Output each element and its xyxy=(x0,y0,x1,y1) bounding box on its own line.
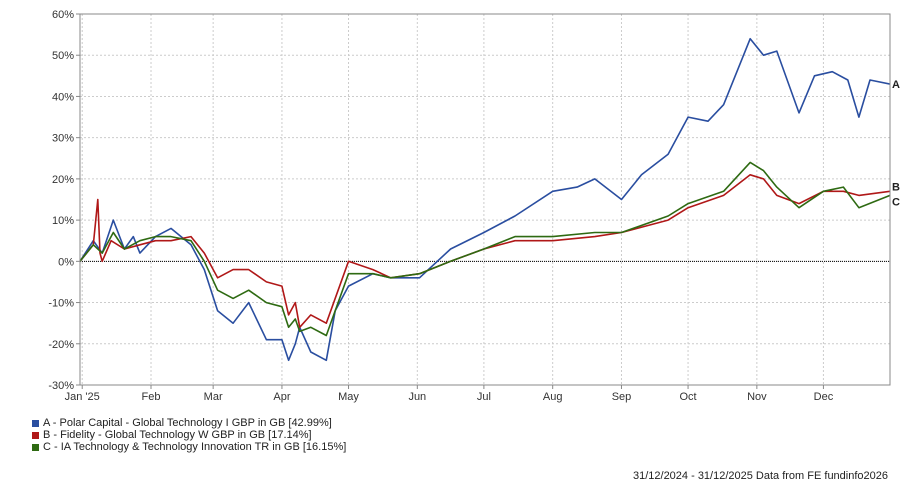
x-tick-label: May xyxy=(338,391,359,403)
y-tick-label: -30% xyxy=(48,380,74,392)
x-tick-label: Aug xyxy=(543,391,563,403)
legend-swatch-a xyxy=(32,419,39,427)
line-chart: -30% -20% -10% 0% 10% 20% 30% 40% 50% 60% Jan '25… xyxy=(48,9,900,403)
legend-item-a: A - Polar Capital - Global Technology I … xyxy=(32,417,346,429)
x-tick-label: Nov xyxy=(747,391,767,403)
legend-label-b: B - Fidelity - Global Technology W GBP i… xyxy=(43,429,312,441)
x-tick-label: Oct xyxy=(679,391,696,403)
x-tick-label: Jun xyxy=(408,391,426,403)
x-tick-label: Jul xyxy=(477,391,491,403)
legend-item-c: C - IA Technology & Technology Innovatio… xyxy=(32,441,346,453)
x-axis-ticks: Jan '25 Feb Mar Apr May Jun Jul Aug Sep Oct Nov Dec xyxy=(65,385,834,403)
x-tick-label: Mar xyxy=(204,391,223,403)
y-tick-label: 50% xyxy=(52,50,74,62)
series-end-labels: A BC xyxy=(892,79,900,208)
y-tick-label: 0% xyxy=(58,256,74,268)
x-tick-label: Feb xyxy=(142,391,161,403)
legend-swatch-b xyxy=(32,431,39,439)
y-tick-label: 40% xyxy=(52,91,74,103)
plot-frame xyxy=(79,13,891,386)
y-tick-label: -10% xyxy=(48,298,74,310)
y-tick-label: -20% xyxy=(48,339,74,351)
series-end-label-a: A xyxy=(892,79,900,91)
series-end-label-c: C xyxy=(892,196,900,208)
y-tick-label: 20% xyxy=(52,174,74,186)
legend-label-a: A - Polar Capital - Global Technology I … xyxy=(43,417,332,429)
legend-swatch-c xyxy=(32,443,39,451)
legend: A - Polar Capital - Global Technology I … xyxy=(32,417,346,453)
x-tick-label: Apr xyxy=(273,391,290,403)
x-tick-label: Dec xyxy=(814,391,834,403)
x-tick-label: Sep xyxy=(612,391,632,403)
series-line-a xyxy=(79,37,891,362)
data-source-footer: 31/12/2024 - 31/12/2025 Data from FE fun… xyxy=(632,470,888,482)
y-tick-label: 10% xyxy=(52,215,74,227)
series-lines xyxy=(79,37,891,362)
legend-label-c: C - IA Technology & Technology Innovatio… xyxy=(43,441,347,453)
y-axis-ticks: -30% -20% -10% 0% 10% 20% 30% 40% 50% 60% xyxy=(48,9,80,392)
y-tick-label: 60% xyxy=(52,9,74,21)
legend-item-b: B - Fidelity - Global Technology W GBP i… xyxy=(32,429,346,441)
series-line-b xyxy=(79,174,891,329)
x-tick-label: Jan '25 xyxy=(65,391,100,403)
series-end-label-b: B xyxy=(892,181,900,193)
y-tick-label: 30% xyxy=(52,133,74,145)
series-line-c xyxy=(79,161,891,337)
grid-lines xyxy=(80,13,890,386)
